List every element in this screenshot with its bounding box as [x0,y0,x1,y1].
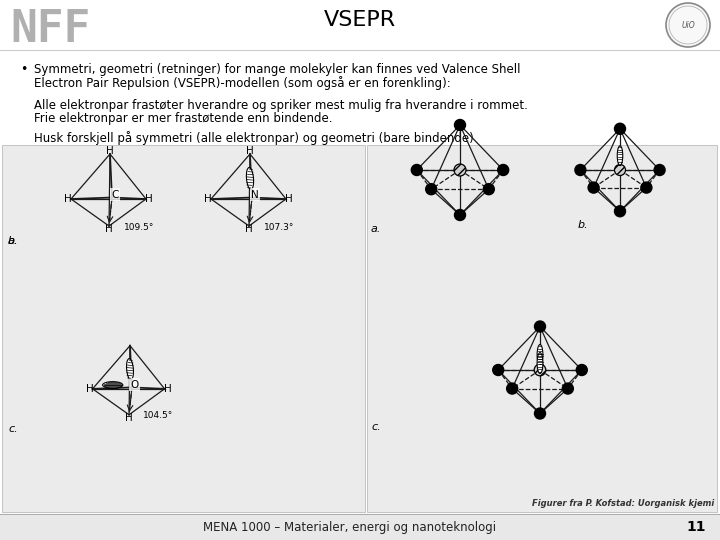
Bar [0,514,720,540]
Circle shape [576,364,588,375]
Text: 107.3°: 107.3° [264,222,294,232]
Text: 109.5°: 109.5° [124,222,154,232]
Text: H: H [86,384,94,394]
Text: VSEPR: VSEPR [324,10,396,30]
Text: Frie elektronpar er mer frastøtende enn bindende.: Frie elektronpar er mer frastøtende enn … [34,112,333,125]
Circle shape [588,182,599,193]
Text: •: • [20,63,27,76]
Circle shape [483,184,495,195]
Ellipse shape [103,382,123,388]
Text: b.: b. [8,236,19,246]
Circle shape [492,364,504,375]
Text: Symmetri, geometri (retninger) for mange molekyler kan finnes ved Valence Shell: Symmetri, geometri (retninger) for mange… [34,63,521,76]
Text: Husk forskjell på symmetri (alle elektronpar) og geometri (bare bindende): Husk forskjell på symmetri (alle elektro… [34,131,474,145]
Ellipse shape [246,167,253,190]
Circle shape [575,165,586,176]
Text: H: H [64,194,72,204]
Text: H: H [246,146,254,156]
Circle shape [562,383,573,394]
Circle shape [498,165,509,176]
Text: H: H [105,224,113,234]
Text: 11: 11 [686,520,706,534]
Text: c.: c. [8,424,17,434]
Text: O: O [130,380,139,389]
Text: NFF: NFF [10,8,90,51]
Text: C: C [112,190,119,199]
Circle shape [534,408,546,419]
Ellipse shape [537,345,543,366]
Text: MENA 1000 – Materialer, energi og nanoteknologi: MENA 1000 – Materialer, energi og nanote… [204,521,497,534]
Circle shape [534,321,546,332]
Bar [367,145,717,512]
Text: Alle elektronpar frastøter hverandre og spriker mest mulig fra hverandre i romme: Alle elektronpar frastøter hverandre og … [34,99,528,112]
Circle shape [507,383,518,394]
Ellipse shape [614,165,626,176]
Text: H: H [163,384,171,394]
Circle shape [411,165,423,176]
Ellipse shape [454,164,466,176]
Text: H: H [245,224,253,234]
Ellipse shape [127,359,133,380]
Text: a.: a. [8,236,19,246]
Text: H: H [106,146,114,156]
Text: c.: c. [371,422,381,432]
Circle shape [614,123,626,134]
Text: UiO: UiO [681,21,695,30]
Text: N: N [251,190,259,199]
Ellipse shape [534,364,546,376]
Text: a.: a. [371,224,382,234]
Text: H: H [145,194,153,204]
Circle shape [454,119,466,131]
Text: Electron Pair Repulsion (VSEPR)-modellen (som også er en forenkling):: Electron Pair Repulsion (VSEPR)-modellen… [34,76,451,90]
Ellipse shape [617,146,623,166]
Circle shape [666,3,710,47]
Text: H: H [204,194,212,204]
Ellipse shape [537,353,543,374]
Text: H: H [125,413,133,423]
Text: 104.5°: 104.5° [143,411,174,421]
Bar [2,145,365,512]
Circle shape [641,182,652,193]
Text: H: H [285,194,293,204]
Circle shape [654,165,665,176]
Circle shape [454,210,466,220]
Text: Figurer fra P. Kofstad: Uorganisk kjemi: Figurer fra P. Kofstad: Uorganisk kjemi [532,499,714,508]
Circle shape [426,184,437,195]
Text: b.: b. [577,219,588,230]
Circle shape [614,206,626,217]
Bar [0,0,720,50]
